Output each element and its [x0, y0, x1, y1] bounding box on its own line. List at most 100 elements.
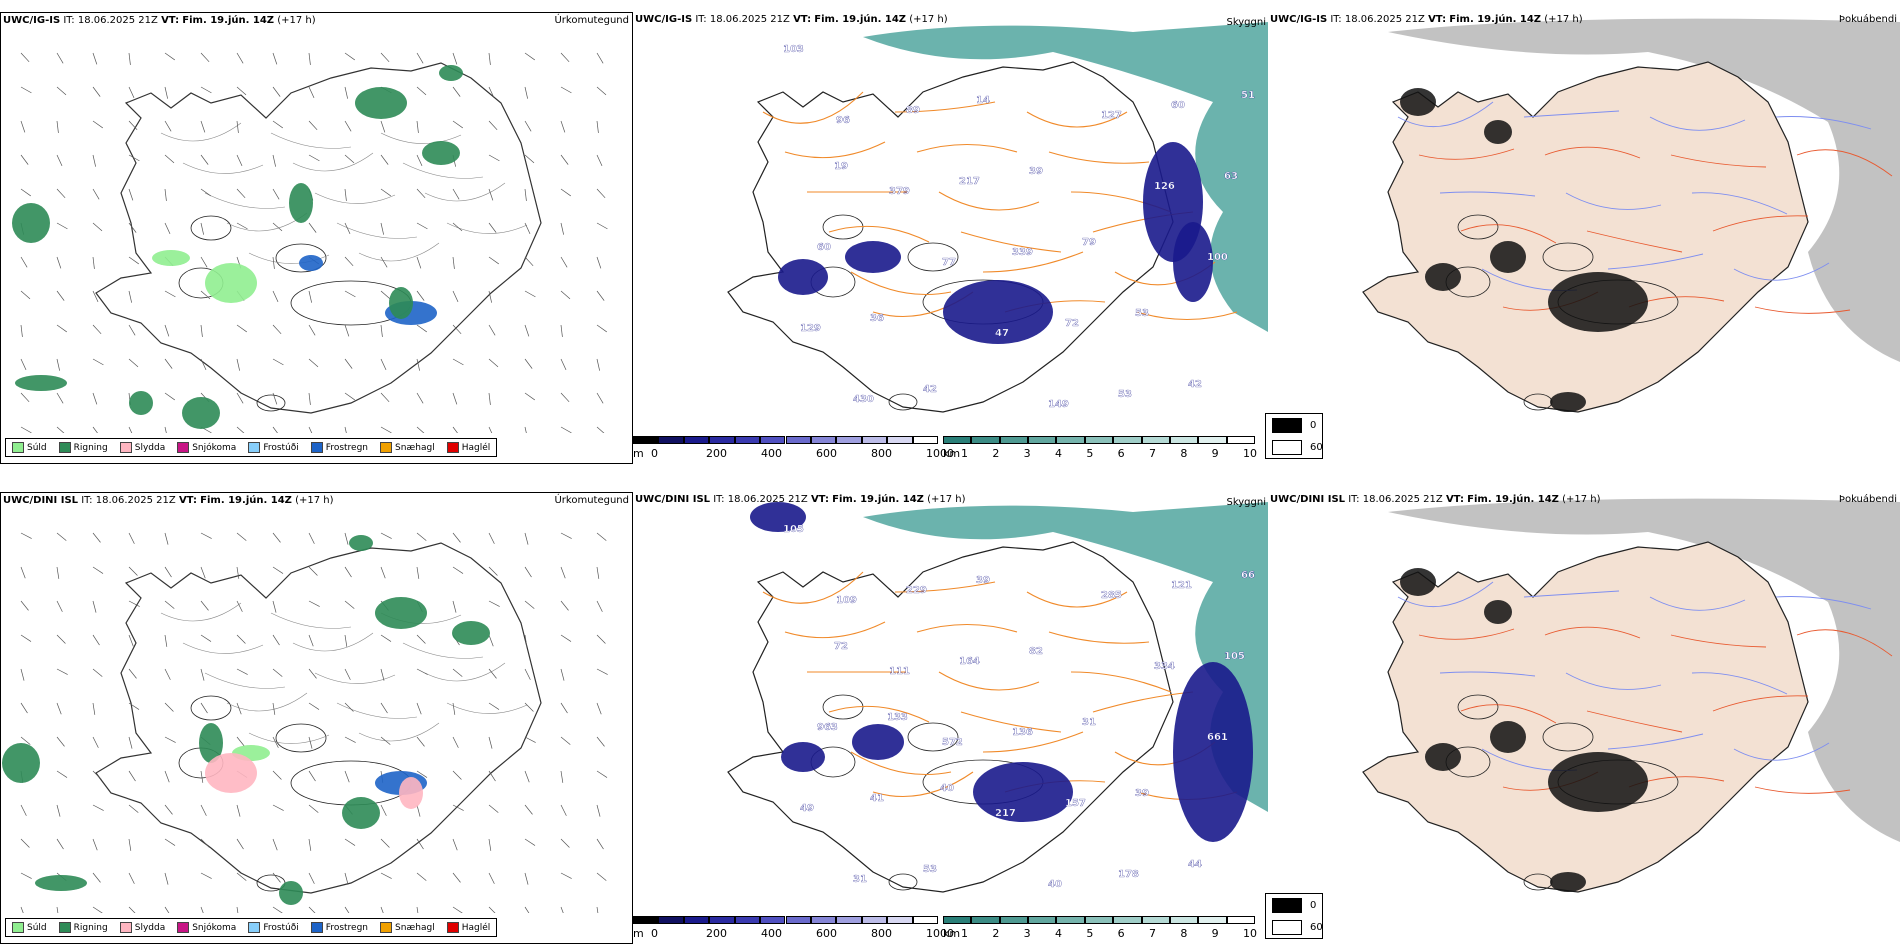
precip-area: [399, 777, 423, 809]
road-line: [916, 144, 1018, 153]
road-river-line: [1544, 146, 1641, 159]
wind-barb: [344, 566, 352, 578]
wind-barb: [344, 154, 355, 164]
wind-barb: [596, 634, 606, 644]
wind-barb: [164, 222, 171, 235]
colorbar-tick: 200: [706, 927, 727, 940]
legend-item: Súld: [12, 922, 47, 933]
wind-barb: [452, 532, 461, 543]
wind-barb: [524, 52, 535, 61]
legend-item: Haglél: [446, 922, 490, 933]
cloud-base-value: 100: [1207, 252, 1228, 263]
wind-barb: [272, 52, 278, 65]
colorbar-segment: [971, 436, 1000, 444]
wind-barb: [200, 634, 212, 642]
wind-barb: [596, 736, 605, 747]
wind-barb: [236, 634, 246, 644]
panel-name: Skyggni: [1226, 17, 1266, 28]
wind-barb: [488, 770, 496, 782]
cloud-base-value: 157: [1065, 798, 1086, 809]
road-line: [336, 702, 418, 719]
legend-swatch: [119, 922, 132, 933]
precip-area: [375, 597, 427, 629]
colorbar-segment: [1141, 436, 1170, 444]
precip-area: [299, 255, 323, 271]
colorbar-tick: 10: [1243, 927, 1257, 940]
wind-barb: [56, 838, 64, 850]
wind-barb: [272, 426, 278, 433]
wind-barb: [272, 566, 284, 574]
legend-label: Frostregn: [325, 442, 369, 453]
fog-legend: 0 60: [1265, 893, 1323, 939]
wind-barb: [560, 324, 563, 337]
wind-barb: [344, 702, 354, 712]
legend-label: Súld: [27, 922, 47, 933]
road-river-line: [1733, 262, 1830, 281]
cloud-base-value: 66: [1241, 570, 1255, 581]
colorbar-tick: 400: [761, 927, 782, 940]
wind-barb: [128, 86, 135, 99]
legend-swatch: [248, 922, 261, 933]
wind-barb: [452, 358, 464, 366]
colorbar-unit: m: [633, 927, 644, 940]
road-river-line: [1775, 116, 1872, 130]
legend-swatch: [177, 922, 190, 933]
road-river-line: [1565, 672, 1662, 690]
wind-barb: [488, 86, 495, 99]
wind-barb: [308, 426, 313, 433]
wind-barb: [128, 222, 137, 233]
cloud-base-value: 105: [783, 524, 804, 535]
wind-barb: [416, 120, 419, 133]
wind-barb: [524, 600, 535, 609]
wind-barb: [164, 702, 174, 712]
wind-barb: [560, 668, 565, 681]
cloud-base-value: 36: [870, 313, 884, 324]
wind-barb: [164, 426, 167, 433]
wind-barb: [344, 358, 353, 369]
wind-barb: [524, 154, 535, 164]
wind-barb: [560, 872, 572, 879]
road-line: [270, 132, 352, 149]
wind-barb: [20, 256, 28, 268]
fog-legend-swatch: [1272, 418, 1302, 433]
wind-barb: [92, 324, 102, 335]
wind-barb: [380, 702, 388, 714]
legend-item: Haglél: [446, 442, 490, 453]
cloud-base-area: [852, 724, 904, 760]
wind-barb: [524, 324, 530, 337]
wind-barb: [164, 804, 173, 815]
road-line: [938, 191, 1040, 211]
wind-barb: [272, 256, 275, 269]
wind-barb: [488, 566, 498, 576]
wind-barb: [20, 86, 32, 94]
road-line: [292, 152, 374, 172]
legend-item: Frostregn: [310, 922, 368, 933]
wind-barb: [452, 120, 463, 129]
precip-type-panel-bottom: UWC/DINI ISL IT: 18.06.2025 21Z VT: Fim.…: [0, 492, 633, 944]
wind-barb: [20, 188, 31, 197]
cloud-base-value: 53: [923, 864, 937, 875]
wind-barb: [236, 86, 247, 96]
wind-barb: [488, 324, 496, 336]
wind-barb: [236, 358, 240, 371]
cloud-base-panel-bottom: UWC/DINI ISL IT: 18.06.2025 21Z VT: Fim.…: [633, 492, 1268, 944]
cloud-base-value: 963: [817, 722, 838, 733]
precip-area: [342, 797, 380, 829]
wind-barb: [164, 872, 169, 885]
wind-barb: [344, 872, 349, 885]
wind-barb: [200, 256, 208, 268]
wind-barb: [56, 668, 68, 675]
cloud-base-value: 109: [836, 595, 857, 606]
wind-barb: [92, 52, 98, 65]
colorbar-segment: [760, 436, 786, 444]
colorbar-segment: [633, 436, 659, 444]
road-line: [784, 621, 886, 639]
wind-barb: [344, 188, 347, 201]
wind-barb: [488, 256, 499, 265]
wind-barb: [308, 906, 316, 913]
colorbar-tick: 7: [1149, 447, 1156, 460]
colorbar-segment: [785, 916, 811, 924]
road-line: [960, 711, 1062, 733]
fog-legend-swatch: [1272, 898, 1302, 913]
road-river-line: [1691, 672, 1788, 695]
